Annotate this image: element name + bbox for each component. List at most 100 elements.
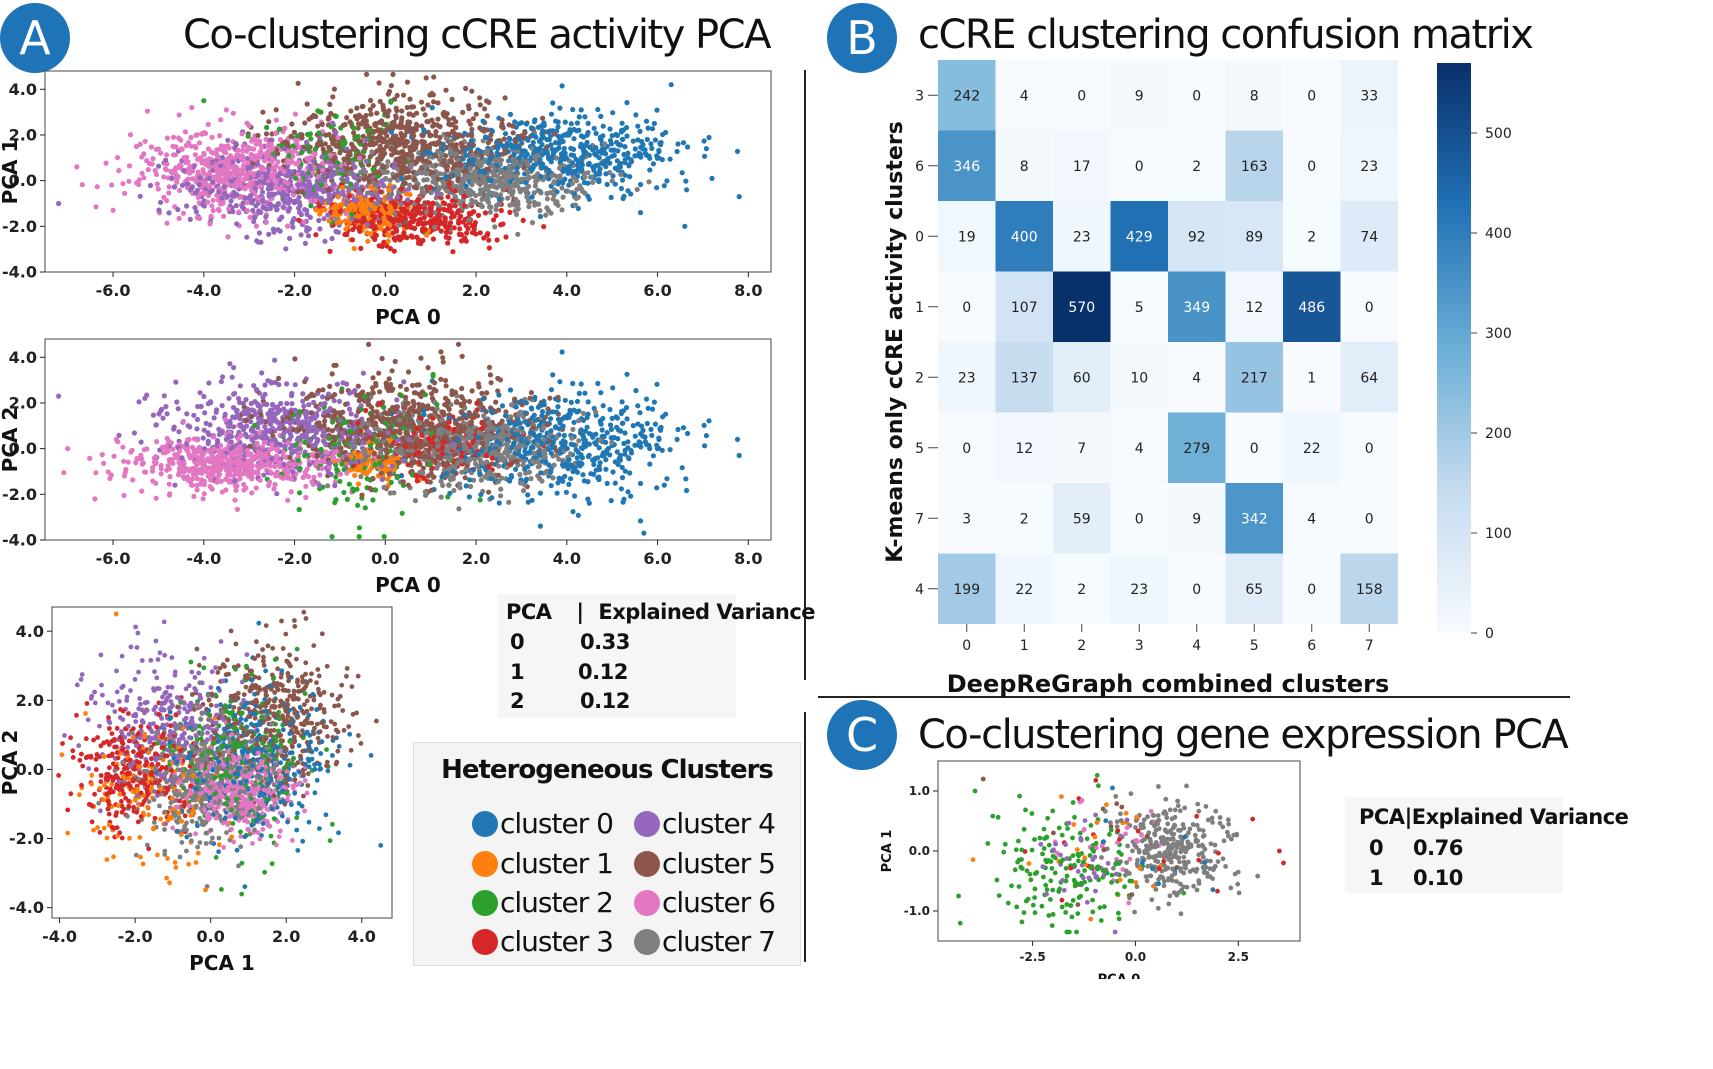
point-cluster-7 xyxy=(609,178,615,184)
point-cluster-5 xyxy=(453,125,459,131)
point-cluster-3 xyxy=(462,235,468,241)
point-cluster-4 xyxy=(249,407,255,413)
point-cluster-7 xyxy=(533,173,539,180)
point-cluster-0 xyxy=(512,421,518,427)
point-cluster-3 xyxy=(498,207,504,214)
point-cluster-0 xyxy=(578,107,584,113)
point-cluster-0 xyxy=(608,147,614,153)
point-cluster-7 xyxy=(502,184,508,190)
point-cluster-4 xyxy=(254,161,260,167)
point-cluster-7 xyxy=(467,166,473,172)
point-cluster-5 xyxy=(369,137,375,143)
point-cluster-0 xyxy=(504,141,510,147)
point-cluster-6 xyxy=(116,168,122,174)
point-cluster-5 xyxy=(384,133,390,139)
point-cluster-0 xyxy=(548,142,554,148)
point-cluster-0 xyxy=(507,136,513,142)
point-cluster-4 xyxy=(263,214,269,220)
point-cluster-6 xyxy=(244,199,250,206)
point-cluster-1 xyxy=(385,238,391,244)
point-cluster-0 xyxy=(636,150,642,156)
point-cluster-5 xyxy=(486,364,493,370)
point-cluster-4 xyxy=(287,235,293,241)
point-cluster-3 xyxy=(398,206,405,212)
point-cluster-5 xyxy=(295,189,301,195)
point-cluster-3 xyxy=(381,239,387,245)
point-cluster-3 xyxy=(415,236,422,243)
point-cluster-2 xyxy=(316,130,322,136)
point-cluster-7 xyxy=(334,169,340,175)
point-cluster-0 xyxy=(680,140,687,146)
point-cluster-6 xyxy=(207,221,213,227)
point-cluster-0 xyxy=(565,170,571,176)
point-cluster-6 xyxy=(164,135,170,141)
point-cluster-7 xyxy=(373,189,379,195)
point-cluster-0 xyxy=(598,421,604,427)
point-cluster-4 xyxy=(317,164,323,170)
point-cluster-1 xyxy=(364,230,370,236)
point-cluster-4 xyxy=(252,215,258,221)
point-cluster-6 xyxy=(145,167,151,173)
point-cluster-6 xyxy=(289,158,295,165)
point-cluster-5 xyxy=(466,106,472,112)
panel-divider-vertical-c xyxy=(804,712,806,962)
point-cluster-5 xyxy=(502,147,508,153)
point-cluster-7 xyxy=(488,204,494,210)
point-cluster-5 xyxy=(466,398,473,405)
point-cluster-7 xyxy=(460,176,466,183)
point-cluster-3 xyxy=(342,231,348,238)
point-cluster-4 xyxy=(305,233,312,239)
point-cluster-1 xyxy=(386,187,392,193)
point-cluster-0 xyxy=(550,150,557,156)
point-cluster-0 xyxy=(545,129,551,135)
point-cluster-7 xyxy=(484,192,490,198)
point-cluster-2 xyxy=(356,534,362,540)
point-cluster-6 xyxy=(229,165,236,171)
point-cluster-2 xyxy=(315,108,321,114)
y-tick-label: 4.0 xyxy=(9,80,37,99)
point-cluster-5 xyxy=(367,154,373,160)
point-cluster-3 xyxy=(349,237,356,243)
point-cluster-5 xyxy=(437,124,443,130)
point-cluster-4 xyxy=(254,180,260,186)
point-cluster-6 xyxy=(240,164,247,170)
point-cluster-3 xyxy=(484,232,490,238)
point-cluster-5 xyxy=(394,108,400,114)
point-cluster-3 xyxy=(422,226,428,233)
point-cluster-6 xyxy=(226,182,232,188)
point-cluster-6 xyxy=(247,183,253,189)
point-cluster-4 xyxy=(295,182,301,188)
point-cluster-6 xyxy=(93,204,99,210)
point-cluster-5 xyxy=(311,112,317,118)
point-cluster-0 xyxy=(467,145,473,151)
point-cluster-4 xyxy=(175,206,181,213)
point-cluster-4 xyxy=(230,193,236,199)
point-cluster-7 xyxy=(536,463,543,469)
point-cluster-6 xyxy=(226,145,232,151)
point-cluster-4 xyxy=(191,412,197,418)
point-cluster-4 xyxy=(209,159,215,165)
point-cluster-5 xyxy=(371,128,377,134)
point-cluster-7 xyxy=(521,186,527,192)
point-cluster-7 xyxy=(493,207,499,213)
point-cluster-7 xyxy=(381,169,387,175)
point-cluster-0 xyxy=(559,151,566,157)
point-cluster-0 xyxy=(595,106,601,113)
point-cluster-5 xyxy=(348,108,354,114)
point-cluster-0 xyxy=(539,152,545,158)
point-cluster-0 xyxy=(463,152,469,158)
point-cluster-6 xyxy=(182,129,188,135)
point-cluster-6 xyxy=(320,167,326,173)
point-cluster-4 xyxy=(306,193,312,199)
point-cluster-3 xyxy=(405,210,412,216)
point-cluster-6 xyxy=(336,458,342,464)
point-cluster-2 xyxy=(333,474,339,480)
point-cluster-5 xyxy=(361,118,367,124)
point-cluster-4 xyxy=(137,193,143,199)
point-cluster-4 xyxy=(289,401,295,407)
point-cluster-7 xyxy=(482,178,488,184)
point-cluster-0 xyxy=(603,457,609,463)
point-cluster-5 xyxy=(443,153,449,159)
point-cluster-1 xyxy=(357,201,363,207)
point-cluster-7 xyxy=(465,173,471,179)
